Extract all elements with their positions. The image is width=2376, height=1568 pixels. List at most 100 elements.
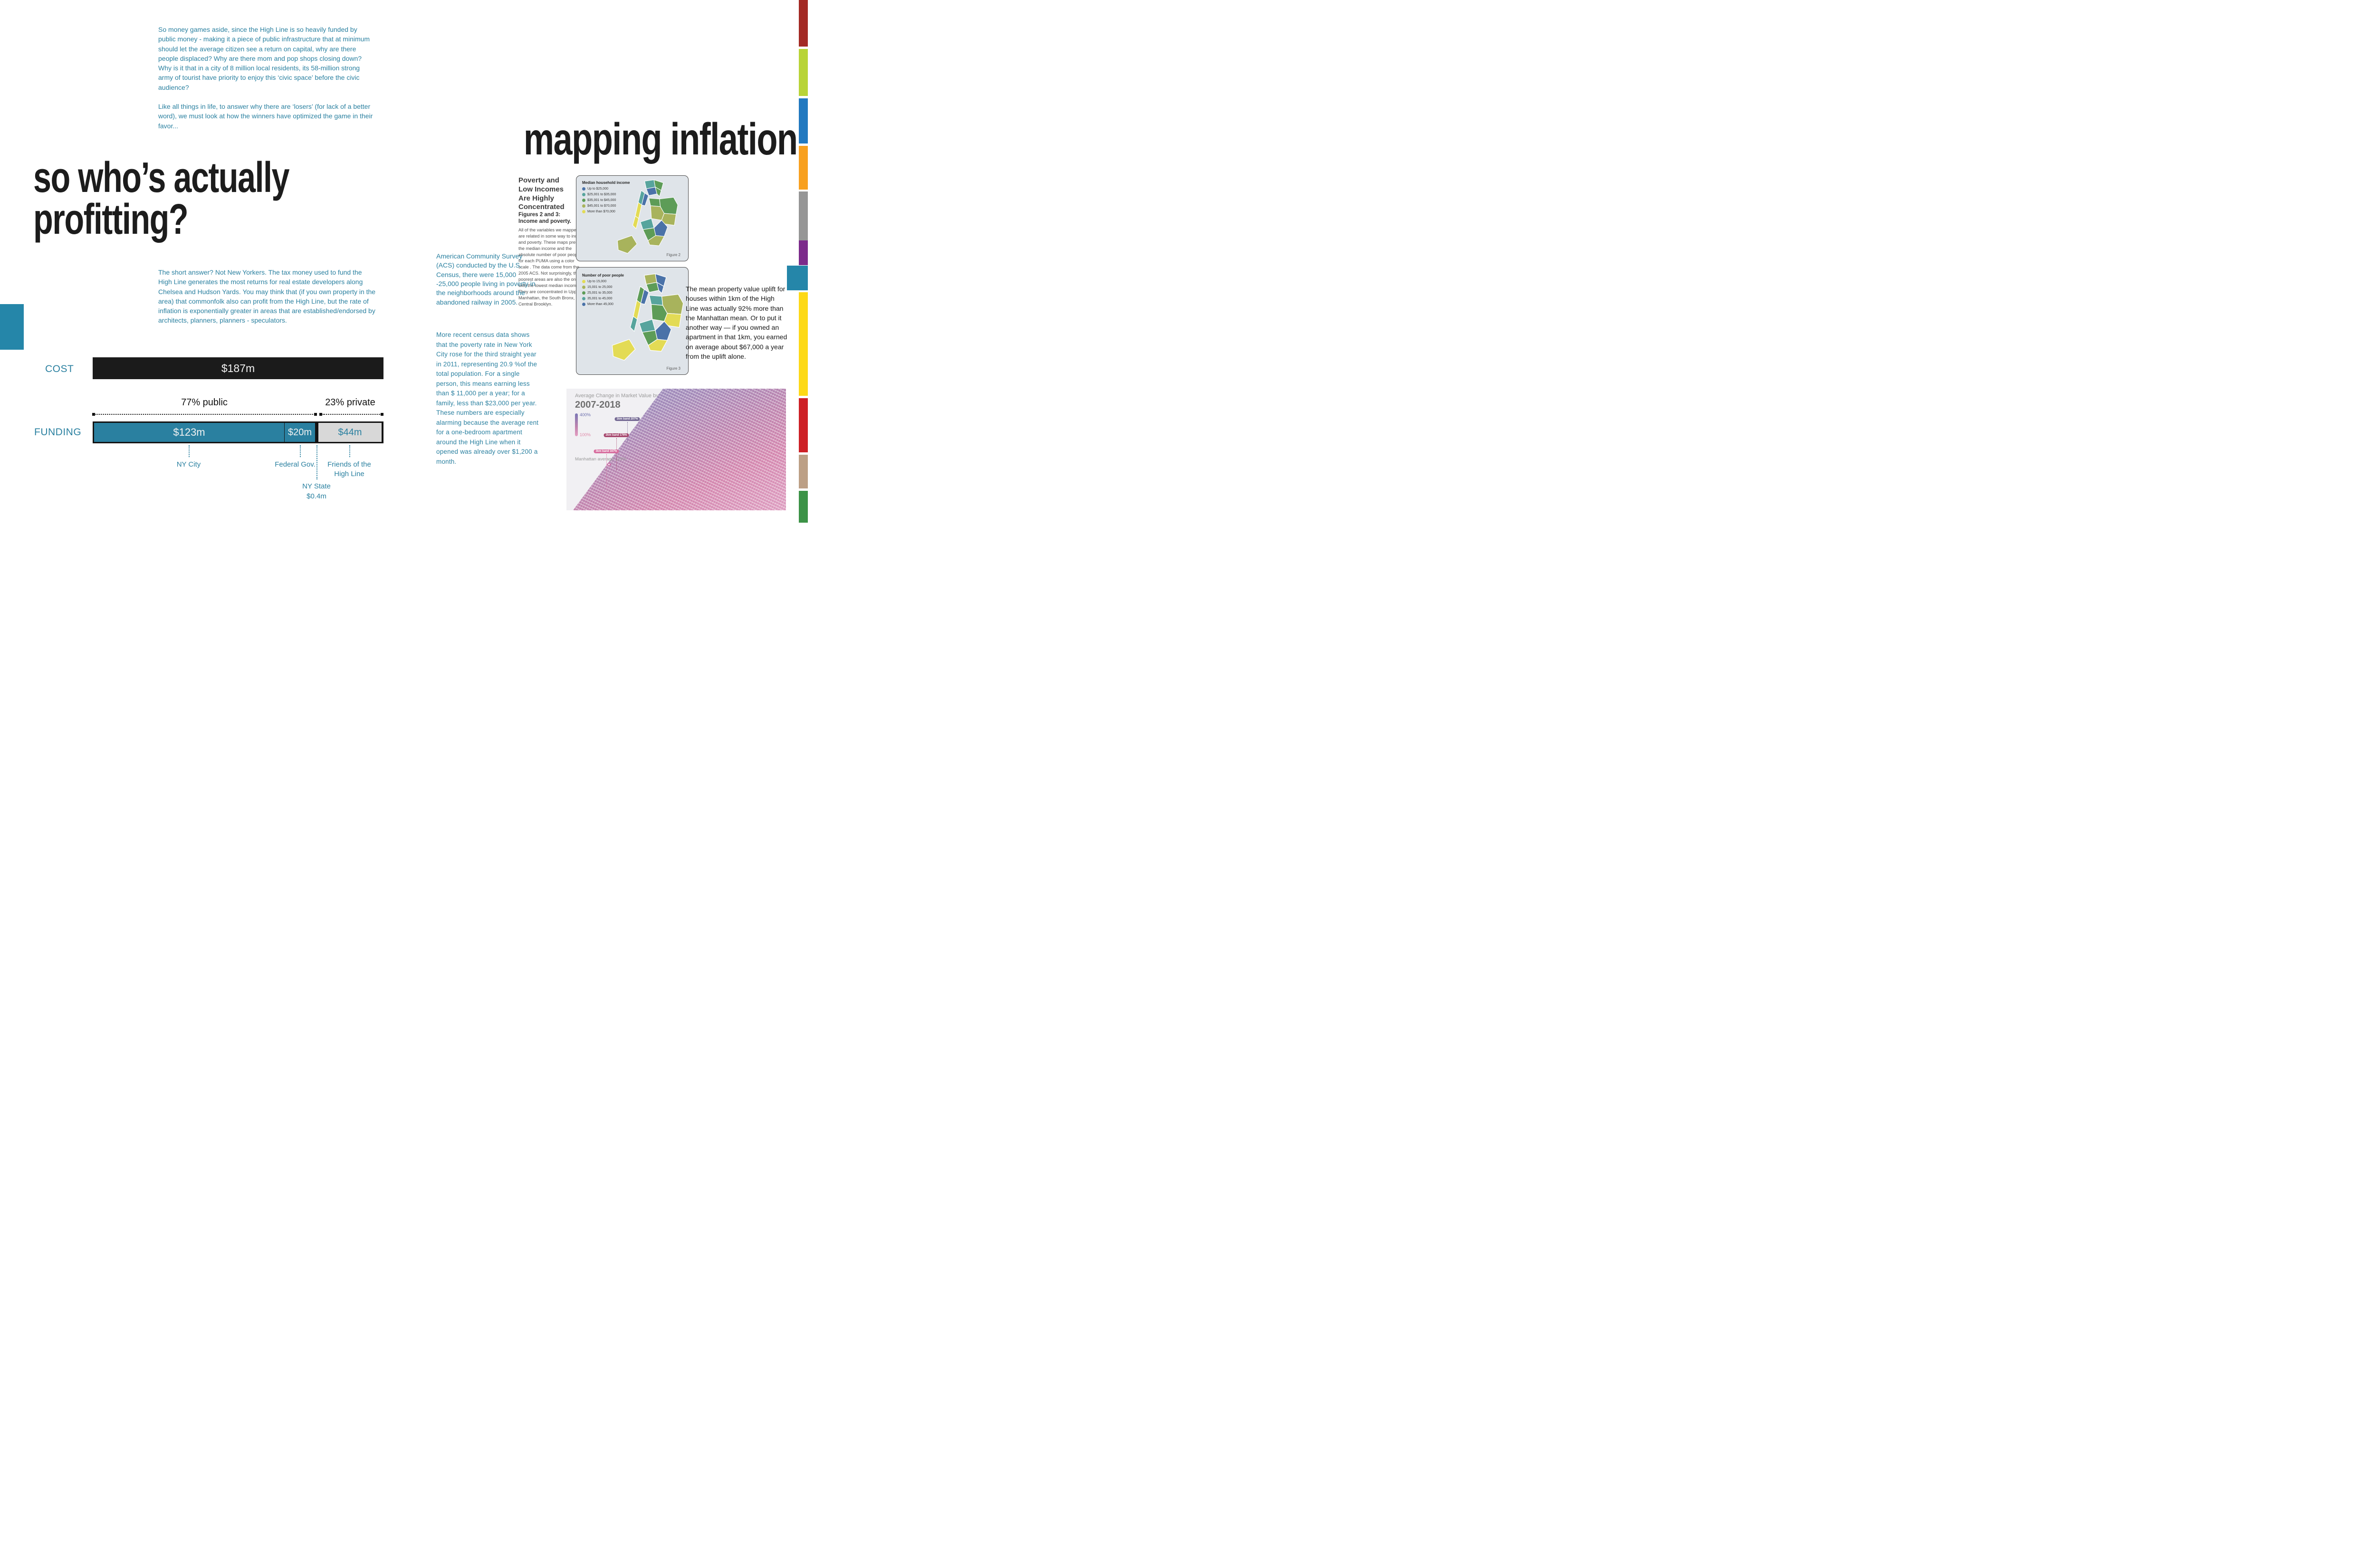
edge-block-teal-wide <box>787 266 808 290</box>
legend-item-label: More than 45,000 <box>587 303 613 306</box>
public-dimension-line <box>94 414 315 415</box>
figure3-card: Number of poor people Up to 15,000 15,00… <box>576 267 689 375</box>
legend-dot-icon <box>582 193 585 196</box>
edge-block-lime <box>799 49 808 96</box>
legend-dot-icon <box>582 210 585 213</box>
legend-dot-icon <box>582 199 585 202</box>
funding-source-nyc: NY City <box>176 460 201 468</box>
legend-item-label: Up to 15,000 <box>587 280 607 283</box>
funding-segment-nyc-value: $123m <box>173 426 205 438</box>
legend-dot-icon <box>582 204 585 208</box>
legend-dot-icon <box>582 187 585 191</box>
band2-leader-line <box>616 438 617 470</box>
figure3-choropleth-map <box>612 273 684 361</box>
funding-bar: $123m $20m $44m <box>93 421 383 443</box>
page-title: so who’s actually profitting? <box>33 154 370 243</box>
legend-item: $35,001 to $45,000 <box>582 199 616 202</box>
funding-segment-friends: $44m <box>318 423 382 442</box>
edge-block-gray <box>799 191 808 240</box>
edge-block-dark-red <box>799 0 808 47</box>
edge-block-tan <box>799 455 808 488</box>
legend-item: $45,001 to $70,000 <box>582 204 616 208</box>
intro-paragraph-2: Like all things in life, to answer why t… <box>158 103 373 130</box>
funding-segment-federal: $20m <box>285 423 315 442</box>
funding-segment-nystate-sliver <box>316 423 318 442</box>
funding-segment-nyc: $123m <box>94 423 284 442</box>
left-accent-block <box>0 304 24 350</box>
legend-item: 25,001 to 35,000 <box>582 291 613 295</box>
cost-axis-label: COST <box>45 363 74 374</box>
band1-leader-line <box>627 422 628 442</box>
figure3-legend-title: Number of poor people <box>582 273 624 277</box>
funding-source-nystate-value: $0.4m <box>307 492 326 500</box>
edge-block-red <box>799 398 808 452</box>
legend-item-label: $35,001 to $45,000 <box>587 199 616 202</box>
page-title-line2: profitting? <box>33 196 189 243</box>
legend-dot-icon <box>582 291 585 295</box>
figure2-legend-title: Median household income <box>582 181 630 185</box>
market-map-subtitle: 2007-2018 <box>575 400 621 410</box>
uplift-paragraph: The mean property value uplift for house… <box>686 285 787 361</box>
legend-item: More than 45,000 <box>582 303 613 306</box>
cost-bar: $187m <box>93 357 383 379</box>
legend-item-label: 25,001 to 35,000 <box>587 291 613 295</box>
legend-dot-icon <box>582 297 585 300</box>
private-share-label: 23% private <box>325 397 375 408</box>
legend-item-label: More than $70,000 <box>587 210 615 213</box>
legend-item: 15,001 to 25,000 <box>582 286 613 289</box>
edge-block-purple <box>799 240 808 265</box>
infographic-spread: { "accent": { "teal": "#2a80a0", "black"… <box>0 0 808 523</box>
funding-source-friends-line1: Friends of the <box>327 460 371 468</box>
band2-callout-pill: 2km band 176% <box>604 433 629 437</box>
legend-item: $25,001 to $35,000 <box>582 193 616 196</box>
inflation-section-title: mapping inflation <box>524 114 798 164</box>
legend-item-label: $25,001 to $35,000 <box>587 193 616 196</box>
short-answer-paragraph: The short answer? Not New Yorkers. The t… <box>158 268 376 325</box>
funding-source-federal: Federal Gov. <box>275 460 316 468</box>
legend-item: 35,001 to 45,000 <box>582 297 613 300</box>
market-value-map-card: Average Change in Market Value by Distan… <box>566 389 786 510</box>
legend-item: Up to 15,000 <box>582 280 606 283</box>
funding-axis-label: FUNDING <box>34 427 82 438</box>
figure2-choropleth-map <box>617 179 678 254</box>
dimension-endcap <box>92 413 95 416</box>
intro-text-block: So money games aside, since the High Lin… <box>158 25 374 131</box>
dimension-endcap <box>314 413 317 416</box>
legend-item-label: $45,001 to $70,000 <box>587 204 616 208</box>
poverty-block-title: Poverty and Low Incomes Are Highly Conce… <box>518 176 565 211</box>
funding-segment-federal-value: $20m <box>287 427 312 438</box>
market-map-average-note: Manhattan average 119% <box>575 457 627 462</box>
market-map-scale-top: 400% <box>580 412 591 417</box>
acs-paragraph-2: More recent census data shows that the p… <box>436 331 539 465</box>
legend-item-label: Up to $25,000 <box>587 187 608 191</box>
legend-item-label: 15,001 to 25,000 <box>587 286 613 289</box>
nyc-leader-line <box>189 445 190 457</box>
dimension-endcap <box>319 413 322 416</box>
band3-callout-pill: 3km band 167% <box>594 449 619 453</box>
market-map-scale-bottom: 100% <box>580 432 591 437</box>
cost-bar-value: $187m <box>221 362 255 374</box>
legend-item: More than $70,000 <box>582 210 615 213</box>
friends-leader-line <box>349 445 350 457</box>
page-title-line1: so who’s actually <box>33 154 290 201</box>
intro-paragraph-1: So money games aside, since the High Lin… <box>158 26 370 91</box>
legend-dot-icon <box>582 303 585 306</box>
federal-leader-line <box>300 445 301 457</box>
market-map-scale-bar <box>575 413 578 436</box>
funding-source-friends: Friends of the High Line <box>323 460 375 479</box>
edge-block-blue <box>799 98 808 143</box>
acs-paragraph-1: American Community Survey (ACS) conducte… <box>436 252 536 306</box>
poverty-block-body: All of the variables we mapped are relat… <box>518 228 586 307</box>
poverty-block-subtitle: Figures 2 and 3: Income and poverty. <box>518 212 571 224</box>
funding-source-nystate: NY State <box>302 482 331 490</box>
figure3-label: Figure 3 <box>666 366 680 371</box>
legend-item-label: 35,001 to 45,000 <box>587 297 613 300</box>
legend-item: Up to $25,000 <box>582 187 608 191</box>
private-dimension-line <box>323 414 382 415</box>
figure2-label: Figure 2 <box>666 253 680 257</box>
band1-callout-pill: 1km band 207% <box>614 417 640 421</box>
edge-block-orange <box>799 146 808 190</box>
figure2-card: Median household income Up to $25,000 $2… <box>576 175 689 261</box>
public-share-label: 77% public <box>181 397 228 408</box>
funding-segment-friends-value: $44m <box>338 427 362 438</box>
